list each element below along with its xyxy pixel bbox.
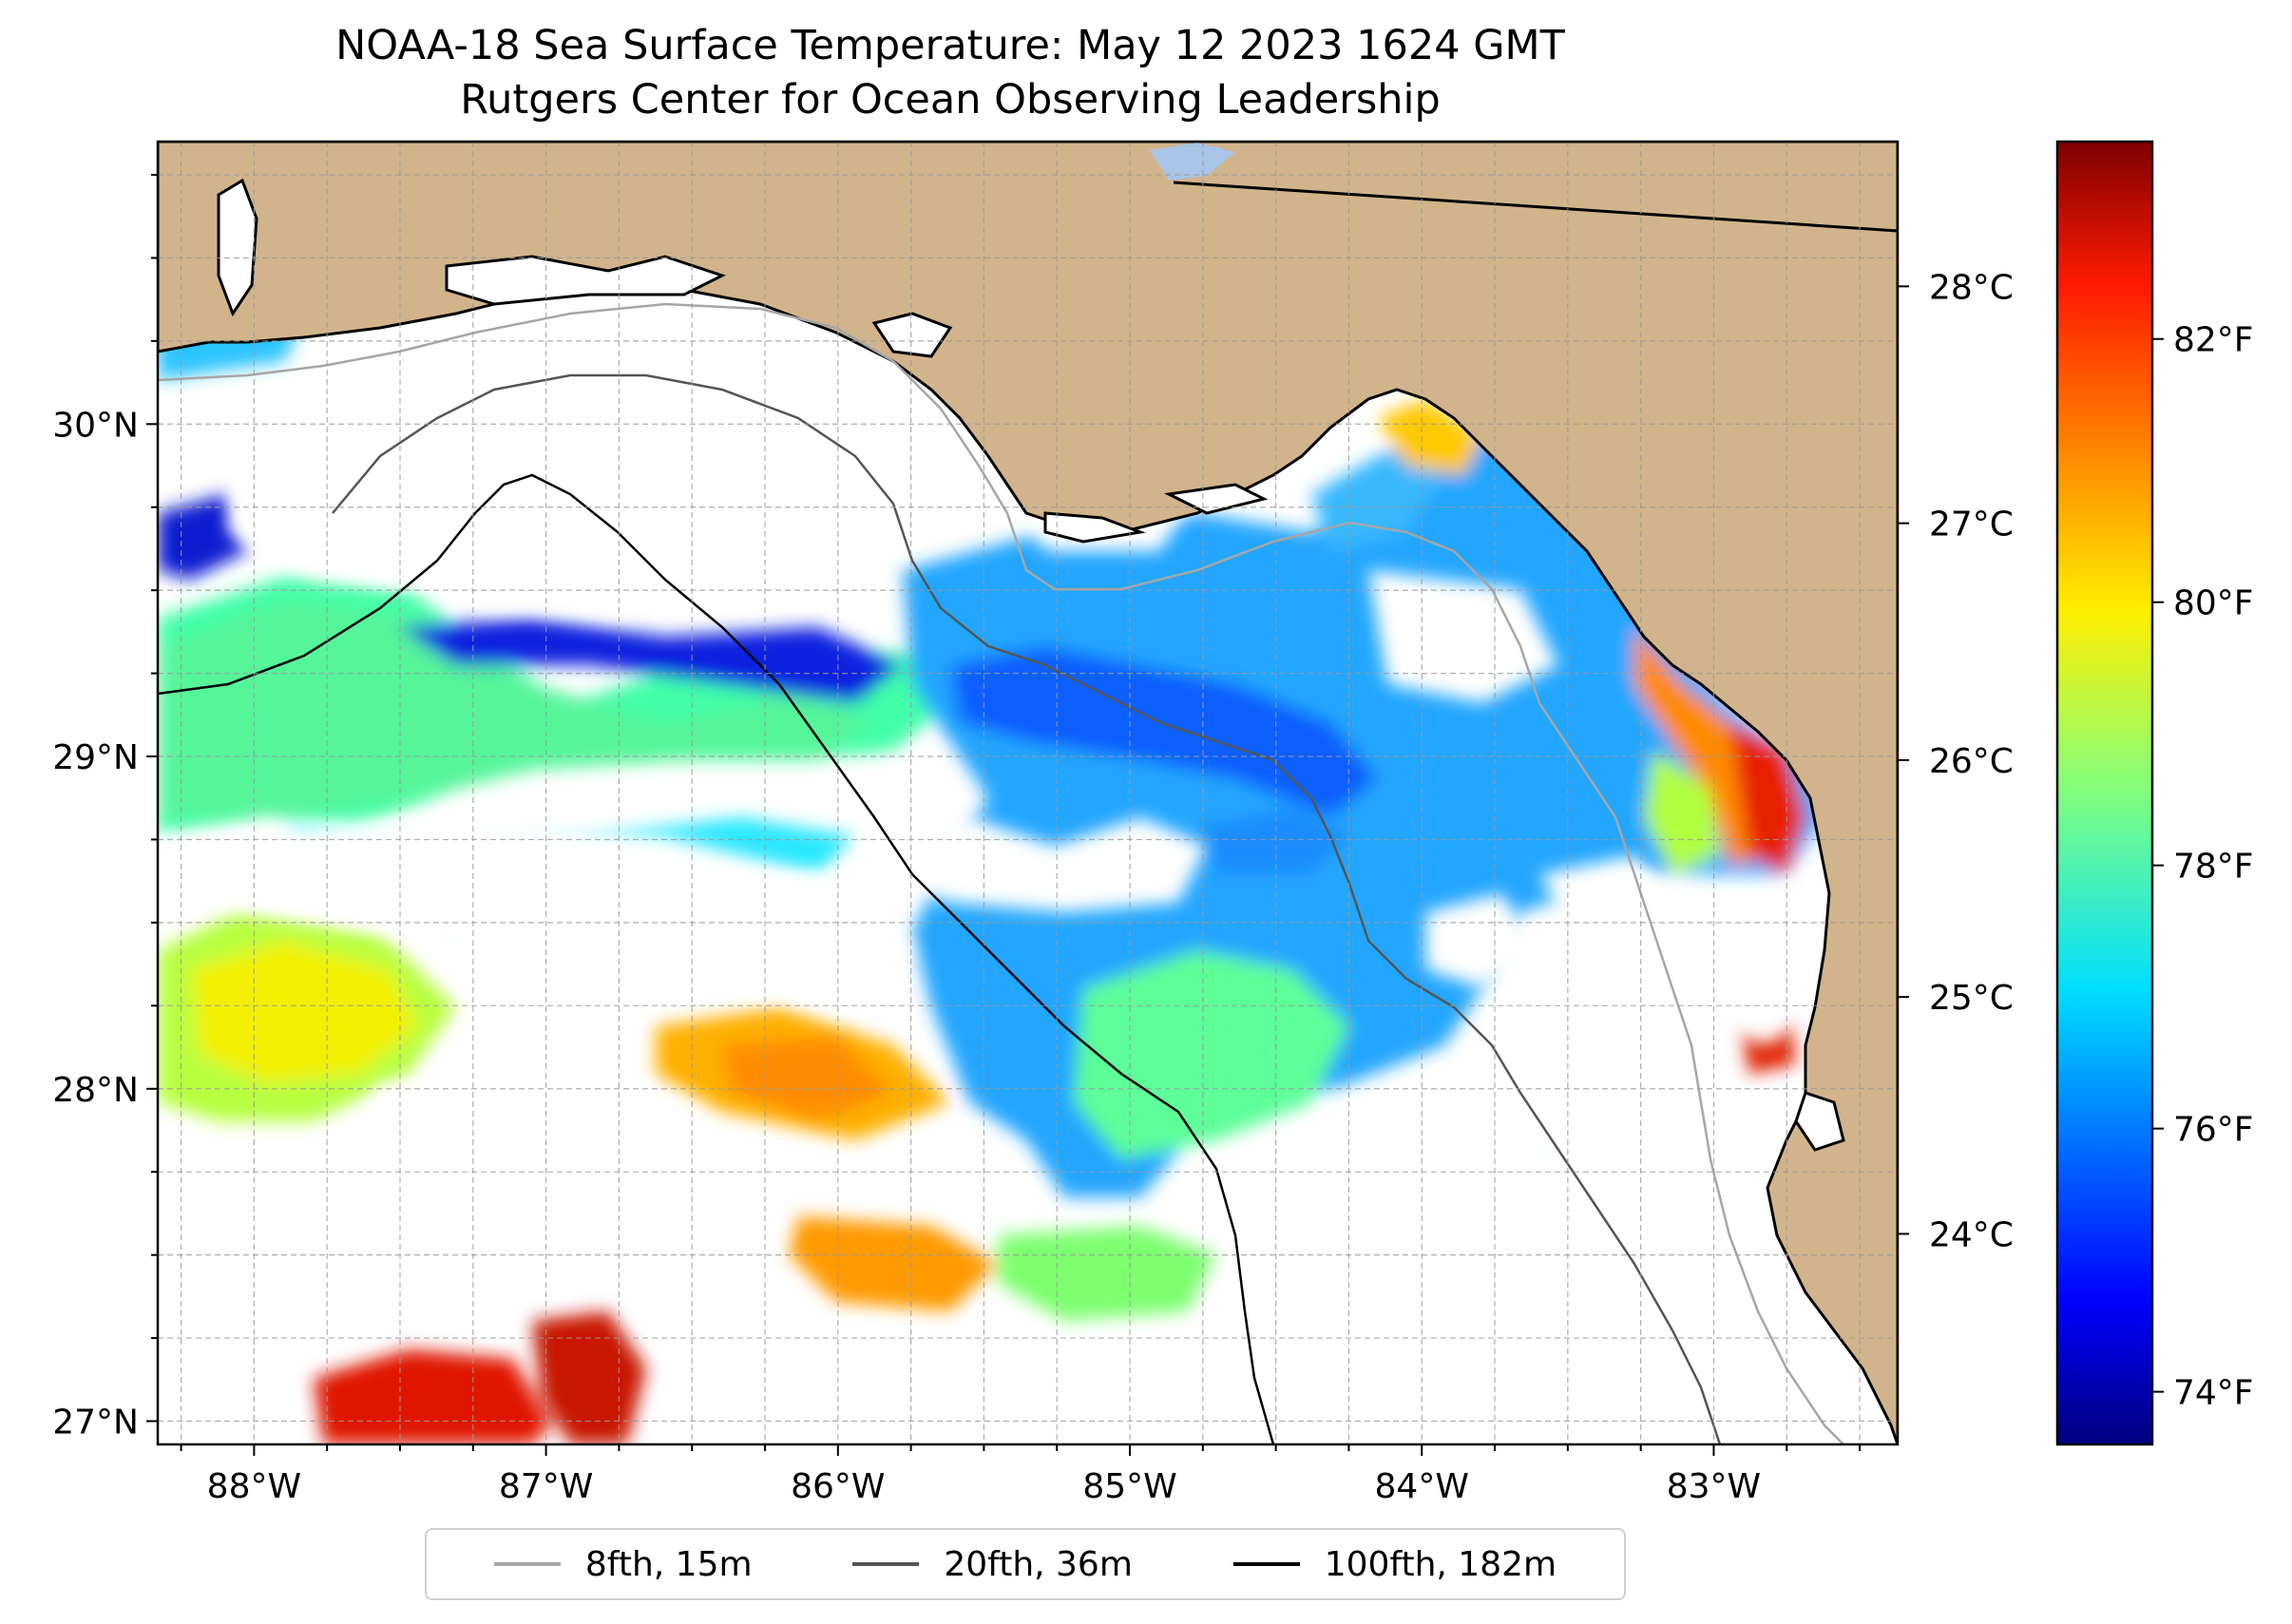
- fahrenheit-tick-label: 76°F: [2173, 1111, 2254, 1150]
- celsius-tick-label: 25°C: [1929, 979, 2014, 1018]
- fahrenheit-tick-label: 74°F: [2173, 1374, 2254, 1413]
- fahrenheit-tick-label: 82°F: [2173, 321, 2254, 360]
- lon-tick-label: 86°W: [791, 1467, 885, 1506]
- celsius-tick-label: 28°C: [1929, 268, 2014, 307]
- coastal-bays: [217, 178, 1845, 1152]
- legend-item-182m: 100fth, 182m: [1232, 1544, 1557, 1584]
- no-data-gaps: [158, 399, 1824, 1425]
- celsius-tick-label: 26°C: [1929, 742, 2014, 781]
- chart-title: NOAA-18 Sea Surface Temperature: May 12 …: [335, 22, 1565, 69]
- lon-tick-label: 83°W: [1667, 1467, 1761, 1506]
- legend-swatch: [852, 1562, 920, 1566]
- map-frame: [156, 140, 1900, 1446]
- legend-swatch: [493, 1562, 561, 1566]
- colorbar-ticks: 74°F 76°F 78°F 80°F 82°F 24°C 25°C 26°C 27°C 28°C: [1898, 268, 2254, 1413]
- lon-tick-label: 84°W: [1375, 1467, 1469, 1506]
- lat-tick-label: 27°N: [52, 1404, 139, 1442]
- lon-tick-label: 88°W: [207, 1467, 301, 1506]
- lon-tick-label: 87°W: [499, 1467, 593, 1506]
- isobath-legend: 8fth, 15m 20fth, 36m 100fth, 182m: [425, 1528, 1626, 1600]
- fahrenheit-tick-label: 78°F: [2173, 848, 2254, 887]
- celsius-tick-label: 27°C: [1929, 506, 2014, 545]
- chart-subtitle: Rutgers Center for Ocean Observing Leade…: [460, 76, 1441, 124]
- inland-lake: [1150, 143, 1235, 181]
- legend-item-15m: 8fth, 15m: [493, 1544, 753, 1584]
- lat-tick-label: 30°N: [52, 406, 139, 445]
- colorbar-frame: [2055, 140, 2154, 1446]
- lon-tick-label: 85°W: [1082, 1467, 1176, 1506]
- legend-label: 100fth, 182m: [1324, 1544, 1557, 1584]
- lat-tick-label: 29°N: [52, 738, 139, 777]
- border-line: [1173, 181, 1898, 233]
- map-axes: 88°W 87°W 86°W 85°W 84°W 83°W 27°N 28°N 29°N 30°N: [52, 173, 1862, 1506]
- legend-label: 20fth, 36m: [944, 1544, 1133, 1584]
- legend-item-36m: 20fth, 36m: [852, 1545, 1133, 1584]
- map-grid: [158, 142, 1898, 1444]
- legend-swatch: [1232, 1562, 1300, 1566]
- colorbar: [2057, 142, 2152, 1444]
- lat-tick-label: 28°N: [52, 1071, 139, 1110]
- celsius-tick-label: 24°C: [1929, 1215, 2014, 1254]
- legend-label: 8fth, 15m: [584, 1544, 753, 1584]
- fahrenheit-tick-label: 80°F: [2173, 584, 2254, 623]
- map-area: [158, 142, 1898, 1444]
